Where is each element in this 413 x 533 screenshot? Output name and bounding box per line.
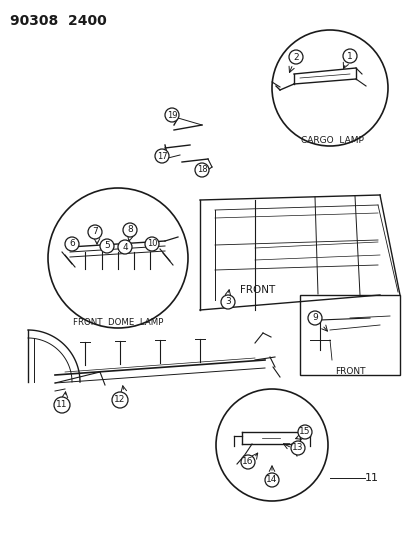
Circle shape: [65, 237, 79, 251]
Text: FRONT: FRONT: [240, 285, 275, 295]
Text: 1: 1: [346, 52, 352, 61]
Circle shape: [123, 223, 137, 237]
Text: 9: 9: [311, 313, 317, 322]
Circle shape: [290, 441, 304, 455]
Circle shape: [112, 392, 128, 408]
Text: 8: 8: [127, 225, 133, 235]
Circle shape: [288, 50, 302, 64]
Circle shape: [54, 397, 70, 413]
Circle shape: [118, 240, 132, 254]
Circle shape: [165, 108, 178, 122]
Circle shape: [195, 163, 209, 177]
Circle shape: [145, 237, 159, 251]
Text: 5: 5: [104, 241, 109, 251]
Text: FRONT  DOME  LAMP: FRONT DOME LAMP: [73, 318, 163, 327]
Text: 19: 19: [166, 110, 177, 119]
Text: 11: 11: [364, 473, 378, 483]
Text: 2: 2: [292, 52, 298, 61]
Text: 18: 18: [196, 166, 207, 174]
Text: 4: 4: [122, 243, 128, 252]
Text: 7: 7: [92, 228, 97, 237]
Text: 6: 6: [69, 239, 75, 248]
Circle shape: [264, 473, 278, 487]
Bar: [299, 295, 399, 375]
Circle shape: [297, 425, 311, 439]
Circle shape: [154, 149, 169, 163]
Text: 17: 17: [156, 151, 167, 160]
Circle shape: [307, 311, 321, 325]
Text: 13: 13: [292, 443, 303, 453]
Text: 12: 12: [114, 395, 126, 405]
Text: FRONT: FRONT: [334, 367, 364, 376]
Circle shape: [240, 455, 254, 469]
Text: 90308  2400: 90308 2400: [10, 14, 107, 28]
Text: 3: 3: [225, 297, 230, 306]
Circle shape: [221, 295, 235, 309]
Text: 10: 10: [146, 239, 157, 248]
Text: 14: 14: [266, 475, 277, 484]
Text: 16: 16: [242, 457, 253, 466]
Text: 11: 11: [56, 400, 68, 409]
Circle shape: [88, 225, 102, 239]
Text: 15: 15: [299, 427, 310, 437]
Text: CARGO  LAMP: CARGO LAMP: [300, 136, 363, 145]
Circle shape: [342, 49, 356, 63]
Circle shape: [100, 239, 114, 253]
